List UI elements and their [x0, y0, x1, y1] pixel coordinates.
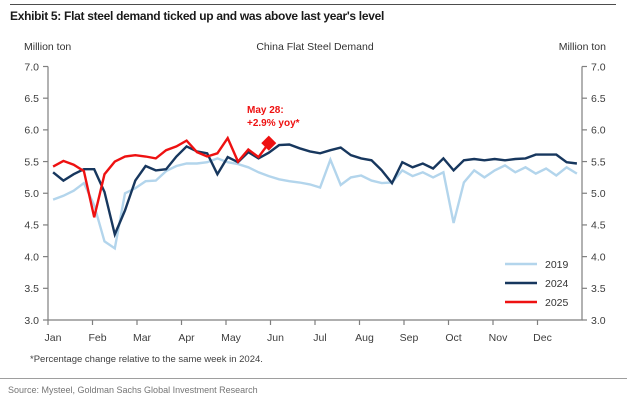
x-tick-label: Apr — [178, 332, 195, 344]
x-tick-label: Feb — [88, 332, 106, 344]
x-tick-label: Jan — [45, 332, 62, 344]
x-tick-label: Jun — [267, 332, 284, 344]
legend-label-2024: 2024 — [545, 278, 569, 290]
line-chart: Million ton China Flat Steel Demand Mill… — [24, 41, 606, 344]
y-tick-label-right: 3.0 — [591, 315, 606, 327]
y-tick-label-right: 5.0 — [591, 188, 606, 200]
y-tick-label-left: 4.5 — [24, 220, 39, 232]
x-tick-label: Sep — [400, 332, 419, 344]
x-tick-label: Nov — [489, 332, 508, 344]
annotation-line2: +2.9% yoy* — [247, 118, 300, 129]
x-tick-label: Aug — [355, 332, 374, 344]
top-rule — [10, 4, 616, 5]
legend-label-2025: 2025 — [545, 297, 569, 309]
series-line-2024 — [52, 143, 578, 239]
y-tick-label-right: 4.5 — [591, 220, 606, 232]
y-tick-label-left: 3.0 — [24, 315, 39, 327]
y-tick-label-right: 4.0 — [591, 251, 606, 263]
y-tick-label-right: 5.5 — [591, 156, 606, 168]
y-tick-label-right: 6.0 — [591, 125, 606, 137]
series-line-2019 — [52, 156, 578, 251]
y-tick-label-left: 7.0 — [24, 61, 39, 73]
left-axis-unit-label: Million ton — [24, 41, 71, 53]
y-tick-label-left: 6.5 — [24, 93, 39, 105]
bottom-divider — [0, 378, 627, 379]
exhibit-title: Exhibit 5: Flat steel demand ticked up a… — [10, 9, 384, 23]
y-tick-label-right: 3.5 — [591, 283, 606, 295]
y-tick-label-right: 6.5 — [591, 93, 606, 105]
y-tick-label-left: 5.0 — [24, 188, 39, 200]
footnote: *Percentage change relative to the same … — [30, 354, 263, 365]
annotation-line1: May 28: — [247, 105, 284, 116]
x-tick-label: May — [221, 332, 242, 344]
x-tick-label: Jul — [313, 332, 326, 344]
x-tick-label: Oct — [445, 332, 461, 344]
x-tick-label: Mar — [133, 332, 152, 344]
x-tick-label: Dec — [533, 332, 552, 344]
y-tick-label-left: 6.0 — [24, 125, 39, 137]
chart-title: China Flat Steel Demand — [256, 41, 373, 53]
right-axis-unit-label: Million ton — [559, 41, 606, 53]
y-tick-label-left: 4.0 — [24, 251, 39, 263]
chart-area: Million ton China Flat Steel Demand Mill… — [24, 41, 606, 344]
series-line-2025 — [52, 135, 270, 218]
latest-point-diamond-icon — [261, 135, 277, 151]
axis-frame — [47, 66, 583, 321]
y-tick-label-right: 7.0 — [591, 61, 606, 73]
source-line: Source: Mysteel, Goldman Sachs Global In… — [8, 385, 258, 395]
legend-label-2019: 2019 — [545, 259, 569, 271]
y-tick-label-left: 5.5 — [24, 156, 39, 168]
y-tick-label-left: 3.5 — [24, 283, 39, 295]
